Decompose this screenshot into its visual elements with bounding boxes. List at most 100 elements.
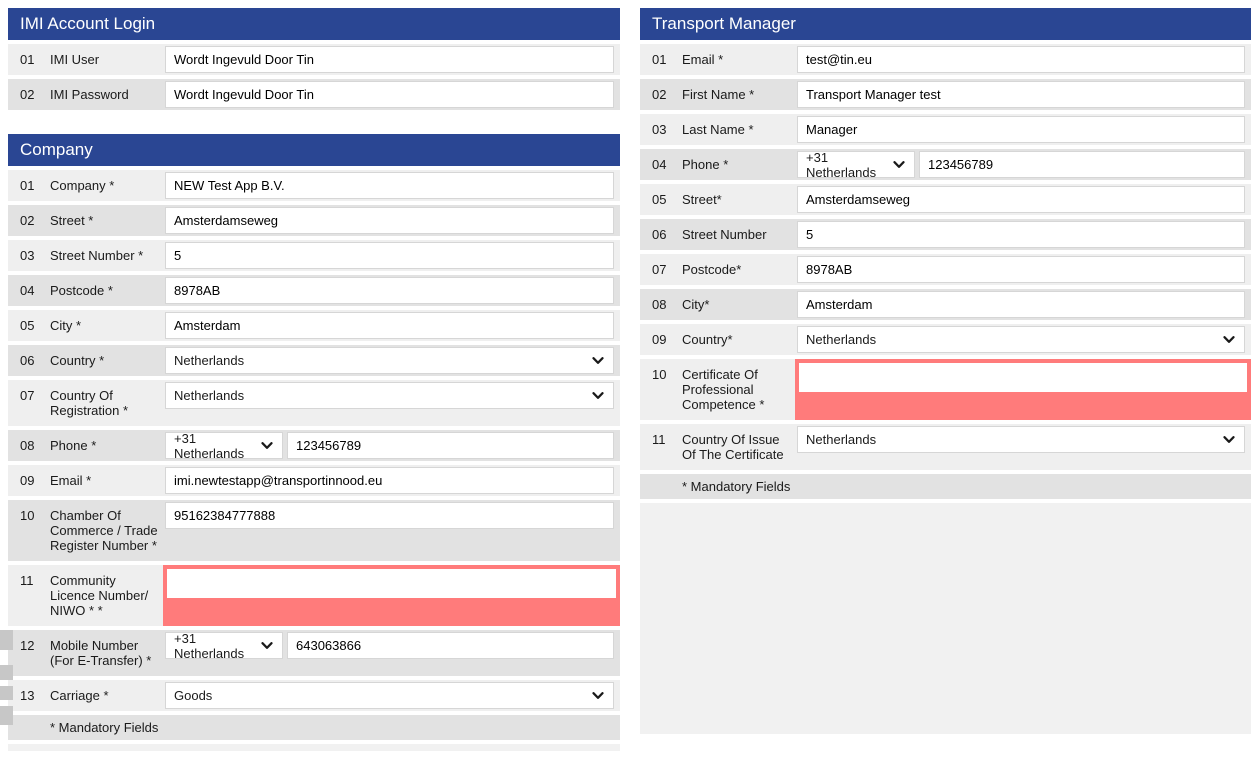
- imi-imi-password-input[interactable]: [165, 81, 614, 108]
- company-community-licence-number-niwo-input[interactable]: [167, 569, 616, 598]
- tm-street-input[interactable]: [797, 186, 1245, 213]
- row-number: 01: [20, 178, 35, 193]
- panel-title: Transport Manager: [652, 14, 796, 33]
- tm-phone-country-code-select[interactable]: +31 Netherlands: [797, 150, 915, 180]
- field-label: City *: [50, 318, 82, 333]
- row-label: 07 Country Of Registration *: [8, 380, 163, 426]
- chevron-down-icon: [261, 441, 273, 449]
- row-number: 11: [20, 573, 34, 588]
- chevron-down-icon: [592, 356, 604, 364]
- row-number: 06: [652, 227, 667, 242]
- company-city-input[interactable]: [165, 312, 614, 339]
- row-number: 05: [652, 192, 667, 207]
- select-value: +31 Netherlands: [174, 430, 245, 461]
- form-row-tm-email: 01 Email *: [640, 44, 1251, 75]
- row-label: 02 Street *: [8, 205, 163, 236]
- form-row-imi-imi-user: 01 IMI User: [8, 44, 620, 75]
- row-value-cell: Netherlands: [795, 324, 1251, 355]
- tm-email-input[interactable]: [797, 46, 1245, 73]
- field-label: Country*: [682, 332, 733, 347]
- form-row-tm-city: 08 City*: [640, 289, 1251, 320]
- row-label: 05 Street*: [640, 184, 795, 215]
- form-row-tm-certificate-of-professional-competence: 10 Certificate Of Professional Competence…: [640, 359, 1251, 420]
- row-value-cell: [163, 170, 620, 201]
- field-label: Carriage *: [50, 688, 109, 703]
- company-phone-country-code-select[interactable]: +31 Netherlands: [165, 430, 283, 461]
- left-edge-artifact: [0, 630, 13, 650]
- chevron-down-icon: [893, 160, 905, 168]
- row-number: 05: [20, 318, 35, 333]
- row-value-cell: [795, 114, 1251, 145]
- transport-manager-panel: Transport Manager 01 Email * 02 First Name …: [640, 8, 1251, 734]
- field-label: Email *: [682, 52, 724, 67]
- company-phone-input[interactable]: [287, 432, 614, 459]
- form-row-tm-postcode: 07 Postcode*: [640, 254, 1251, 285]
- select-value: Netherlands: [806, 332, 877, 347]
- tm-country-of-issue-of-the-certificate-select[interactable]: Netherlands: [797, 426, 1245, 453]
- field-label: Company *: [50, 178, 115, 193]
- tm-last-name-input[interactable]: [797, 116, 1245, 143]
- field-label: Street Number: [682, 227, 767, 242]
- row-label: 03 Street Number *: [8, 240, 163, 271]
- form-row-company-mobile-number-for-e-transfer: 12 Mobile Number (For E-Transfer) * +31 Ne…: [8, 630, 620, 676]
- form-row-company-community-licence-number-niwo: 11 Community Licence Number/ NIWO * *: [8, 565, 620, 626]
- row-label: 03 Last Name *: [640, 114, 795, 145]
- company-postcode-input[interactable]: [165, 277, 614, 304]
- tm-first-name-input[interactable]: [797, 81, 1245, 108]
- tm-country-select[interactable]: Netherlands: [797, 326, 1245, 353]
- field-label: IMI Password: [50, 87, 129, 102]
- row-number: 02: [20, 213, 35, 228]
- tm-certificate-of-professional-competence-input[interactable]: [799, 363, 1247, 392]
- tm-postcode-input[interactable]: [797, 256, 1245, 283]
- row-value-cell: [163, 79, 620, 110]
- row-label: 06 Street Number: [640, 219, 795, 250]
- company-mobile-number-for-e-transfer-country-code-select[interactable]: +31 Netherlands: [165, 630, 283, 661]
- row-label: 10 Chamber Of Commerce / Trade Register N…: [8, 500, 163, 561]
- field-label: IMI User: [50, 52, 100, 67]
- company-street-number-input[interactable]: [165, 242, 614, 269]
- panel-title: Company: [20, 140, 93, 159]
- row-value-cell: [795, 359, 1251, 420]
- select-value: Goods: [174, 688, 213, 703]
- select-value: +31 Netherlands: [174, 630, 245, 661]
- row-number: 07: [652, 262, 667, 277]
- row-value-cell: [163, 275, 620, 306]
- field-label: Last Name *: [682, 122, 754, 137]
- right-column: Transport Manager 01 Email * 02 First Name …: [640, 8, 1251, 758]
- company-street-input[interactable]: [165, 207, 614, 234]
- company-chamber-of-commerce-trade-register-number-input[interactable]: [165, 502, 614, 529]
- select-value: Netherlands: [806, 432, 877, 447]
- left-edge-artifact: [0, 706, 13, 725]
- company-company-input[interactable]: [165, 172, 614, 199]
- imi-account-login-header: IMI Account Login: [8, 8, 620, 40]
- company-carriage-select[interactable]: Goods: [165, 682, 614, 709]
- row-number: 10: [652, 367, 667, 382]
- form-row-company-email: 09 Email *: [8, 465, 620, 496]
- row-number: 09: [20, 473, 35, 488]
- imi-imi-user-input[interactable]: [165, 46, 614, 73]
- company-mobile-number-for-e-transfer-input[interactable]: [287, 632, 614, 659]
- row-number: 02: [20, 87, 35, 102]
- row-value-cell: [795, 289, 1251, 320]
- field-label: Mobile Number (For E-Transfer) *: [50, 638, 152, 668]
- row-label: 06 Country *: [8, 345, 163, 376]
- row-value-cell: [795, 219, 1251, 250]
- form-row-tm-country: 09 Country* Netherlands: [640, 324, 1251, 355]
- row-label: 10 Certificate Of Professional Competence…: [640, 359, 795, 420]
- form-row-company-street-number: 03 Street Number *: [8, 240, 620, 271]
- row-value-cell: Goods: [163, 680, 620, 711]
- row-label: 08 Phone *: [8, 430, 163, 461]
- tm-street-number-input[interactable]: [797, 221, 1245, 248]
- row-value-cell: Netherlands: [163, 380, 620, 426]
- company-country-select[interactable]: Netherlands: [165, 347, 614, 374]
- tm-phone-input[interactable]: [919, 151, 1245, 178]
- form-row-tm-street-number: 06 Street Number: [640, 219, 1251, 250]
- company-country-of-registration-select[interactable]: Netherlands: [165, 382, 614, 409]
- company-email-input[interactable]: [165, 467, 614, 494]
- tm-city-input[interactable]: [797, 291, 1245, 318]
- field-label: City*: [682, 297, 710, 312]
- row-value-cell: [163, 465, 620, 496]
- left-edge-artifact: [0, 665, 13, 680]
- mandatory-fields-note: * Mandatory Fields: [8, 715, 620, 740]
- row-number: 10: [20, 508, 35, 523]
